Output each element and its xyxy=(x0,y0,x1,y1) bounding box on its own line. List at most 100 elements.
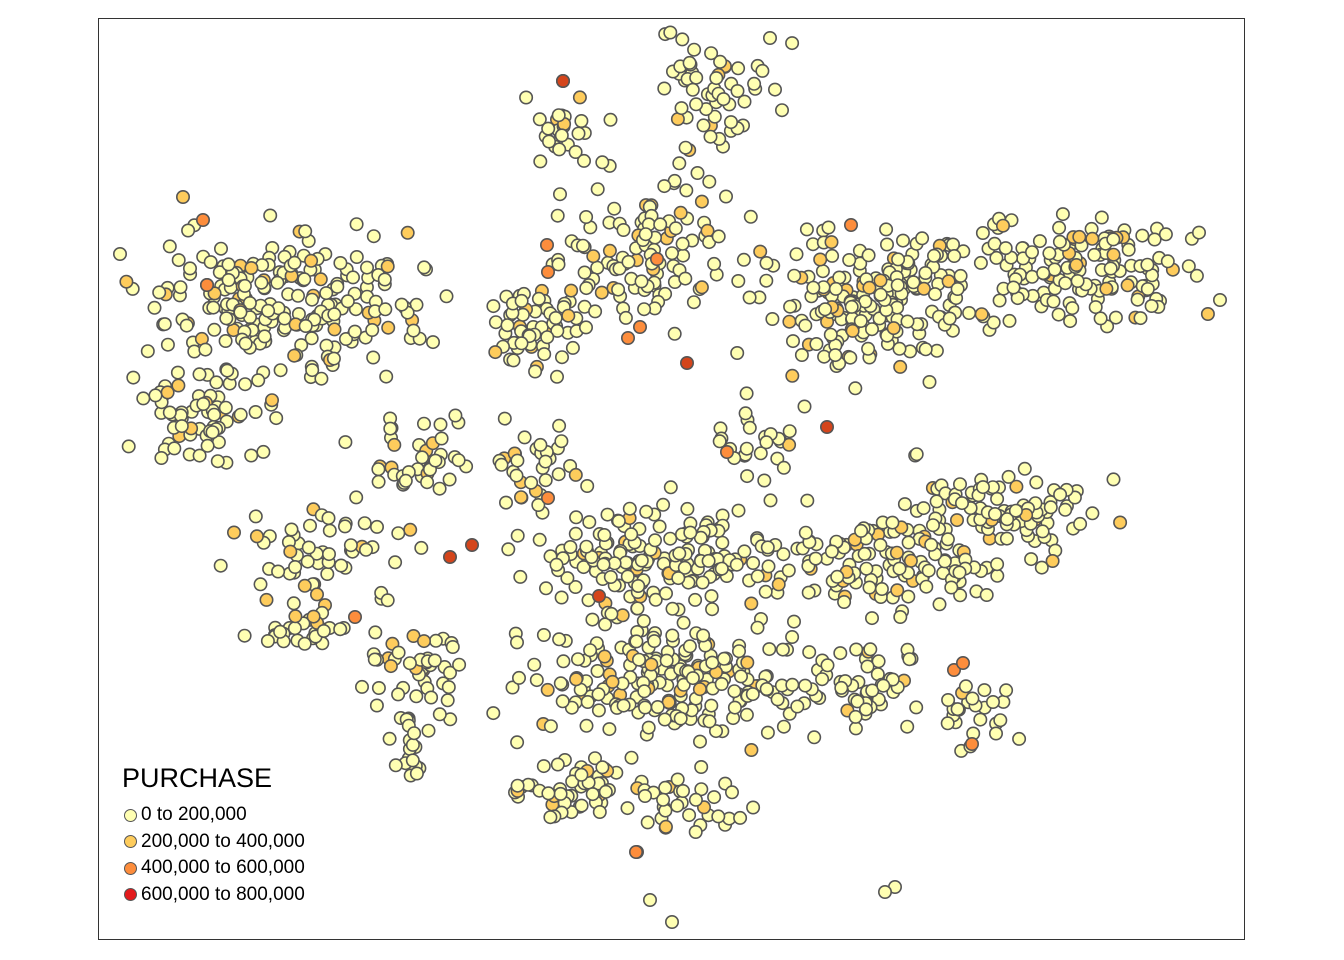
purchase-point[interactable] xyxy=(1073,516,1088,531)
purchase-point[interactable] xyxy=(964,736,979,751)
purchase-point[interactable] xyxy=(800,493,815,508)
purchase-point[interactable] xyxy=(798,678,813,693)
purchase-point[interactable] xyxy=(950,702,965,717)
purchase-point[interactable] xyxy=(704,698,719,713)
purchase-point[interactable] xyxy=(568,579,583,594)
purchase-point[interactable] xyxy=(641,720,656,735)
purchase-point[interactable] xyxy=(434,431,449,446)
purchase-point[interactable] xyxy=(602,722,617,737)
purchase-point[interactable] xyxy=(273,624,288,639)
purchase-point[interactable] xyxy=(1001,469,1016,484)
purchase-point[interactable] xyxy=(775,642,790,657)
purchase-point[interactable] xyxy=(746,555,761,570)
purchase-point[interactable] xyxy=(692,682,707,697)
purchase-point[interactable] xyxy=(314,371,329,386)
purchase-point[interactable] xyxy=(688,824,703,839)
purchase-point[interactable] xyxy=(731,644,746,659)
purchase-point[interactable] xyxy=(550,757,565,772)
purchase-point[interactable] xyxy=(695,575,710,590)
purchase-point[interactable] xyxy=(932,597,947,612)
purchase-point[interactable] xyxy=(539,238,554,253)
purchase-point[interactable] xyxy=(879,237,894,252)
purchase-point[interactable] xyxy=(688,792,703,807)
purchase-point[interactable] xyxy=(288,609,303,624)
purchase-point[interactable] xyxy=(464,537,479,552)
purchase-point[interactable] xyxy=(709,71,724,86)
purchase-point[interactable] xyxy=(731,503,746,518)
purchase-point[interactable] xyxy=(1106,247,1121,262)
purchase-point[interactable] xyxy=(794,347,809,362)
purchase-point[interactable] xyxy=(676,615,691,630)
purchase-point[interactable] xyxy=(579,281,594,296)
purchase-point[interactable] xyxy=(604,606,619,621)
purchase-point[interactable] xyxy=(689,70,704,85)
purchase-point[interactable] xyxy=(148,388,163,403)
purchase-point[interactable] xyxy=(708,724,723,739)
purchase-point[interactable] xyxy=(568,467,583,482)
purchase-point[interactable] xyxy=(354,679,369,694)
purchase-point[interactable] xyxy=(260,633,275,648)
purchase-point[interactable] xyxy=(152,285,167,300)
purchase-point[interactable] xyxy=(173,280,188,295)
purchase-point[interactable] xyxy=(864,611,879,626)
purchase-point[interactable] xyxy=(179,318,194,333)
purchase-point[interactable] xyxy=(340,294,355,309)
purchase-point[interactable] xyxy=(921,563,936,578)
purchase-point[interactable] xyxy=(940,716,955,731)
purchase-point[interactable] xyxy=(442,472,457,487)
purchase-point[interactable] xyxy=(321,511,336,526)
purchase-point[interactable] xyxy=(667,326,682,341)
purchase-point[interactable] xyxy=(915,231,930,246)
purchase-point[interactable] xyxy=(640,815,655,830)
purchase-point[interactable] xyxy=(937,554,952,569)
purchase-point[interactable] xyxy=(647,634,662,649)
purchase-point[interactable] xyxy=(727,684,742,699)
purchase-point[interactable] xyxy=(782,424,797,439)
purchase-point[interactable] xyxy=(621,254,636,269)
purchase-point[interactable] xyxy=(349,217,364,232)
purchase-point[interactable] xyxy=(753,244,768,259)
purchase-point[interactable] xyxy=(759,435,774,450)
purchase-point[interactable] xyxy=(733,669,748,684)
purchase-point[interactable] xyxy=(1042,246,1057,261)
purchase-point[interactable] xyxy=(220,363,235,378)
purchase-point[interactable] xyxy=(205,425,220,440)
purchase-point[interactable] xyxy=(290,288,305,303)
purchase-point[interactable] xyxy=(611,514,626,529)
purchase-point[interactable] xyxy=(742,420,757,435)
purchase-point[interactable] xyxy=(762,30,777,45)
purchase-point[interactable] xyxy=(705,655,720,670)
purchase-point[interactable] xyxy=(519,90,534,105)
purchase-point[interactable] xyxy=(730,345,745,360)
purchase-point[interactable] xyxy=(486,299,501,314)
purchase-point[interactable] xyxy=(895,233,910,248)
purchase-point[interactable] xyxy=(603,112,618,127)
purchase-point[interactable] xyxy=(842,253,857,268)
purchase-point[interactable] xyxy=(579,210,594,225)
purchase-point[interactable] xyxy=(585,612,600,627)
purchase-point[interactable] xyxy=(498,495,513,510)
purchase-point[interactable] xyxy=(587,751,602,766)
purchase-point[interactable] xyxy=(973,712,988,727)
purchase-point[interactable] xyxy=(719,444,734,459)
purchase-point[interactable] xyxy=(540,330,555,345)
purchase-point[interactable] xyxy=(743,209,758,224)
purchase-point[interactable] xyxy=(501,542,516,557)
purchase-point[interactable] xyxy=(828,281,843,296)
purchase-point[interactable] xyxy=(1189,268,1204,283)
purchase-point[interactable] xyxy=(532,532,547,547)
purchase-point[interactable] xyxy=(704,589,719,604)
purchase-point[interactable] xyxy=(864,322,879,337)
purchase-point[interactable] xyxy=(416,634,431,649)
purchase-point[interactable] xyxy=(702,714,717,729)
purchase-point[interactable] xyxy=(946,662,961,677)
purchase-point[interactable] xyxy=(885,515,900,530)
purchase-point[interactable] xyxy=(451,453,466,468)
purchase-point[interactable] xyxy=(591,687,606,702)
purchase-point[interactable] xyxy=(845,323,860,338)
purchase-point[interactable] xyxy=(425,335,440,350)
purchase-point[interactable] xyxy=(909,700,924,715)
purchase-point[interactable] xyxy=(113,247,128,262)
purchase-point[interactable] xyxy=(979,587,994,602)
